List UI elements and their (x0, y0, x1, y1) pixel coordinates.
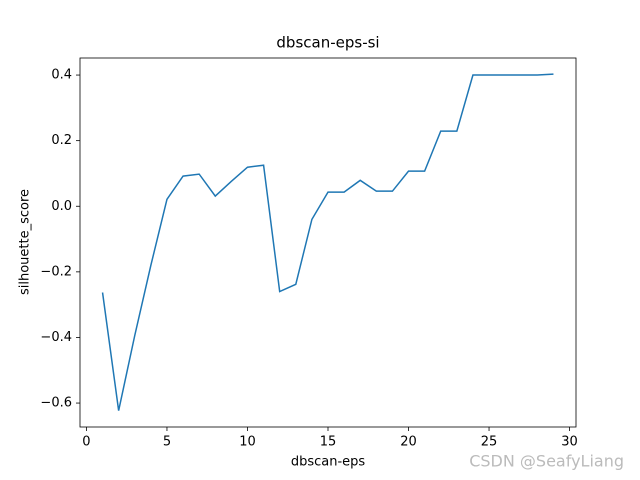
y-tick-label: 0.2 (51, 133, 72, 148)
x-tick-label: 0 (82, 435, 90, 450)
x-tick-label: 5 (163, 435, 171, 450)
chart-title: dbscan-eps-si (276, 34, 379, 52)
data-line (101, 73, 554, 411)
y-tick-label: −0.6 (40, 396, 72, 411)
y-tick-label: 0.4 (51, 68, 72, 83)
x-tick-label: 20 (400, 435, 417, 450)
y-tick-label: −0.4 (40, 330, 72, 345)
y-tick-label: −0.2 (40, 264, 72, 279)
y-axis-label: silhouette_score (18, 189, 33, 295)
axes-frame (79, 57, 577, 428)
x-axis-label: dbscan-eps (291, 455, 366, 470)
x-tick-label: 15 (320, 435, 337, 450)
x-tick-label: 30 (561, 435, 578, 450)
watermark: CSDN @SeafyLiang (469, 452, 624, 471)
x-tick-label: 25 (481, 435, 498, 450)
y-tick-label: 0.0 (51, 199, 72, 214)
x-tick-label: 10 (239, 435, 256, 450)
